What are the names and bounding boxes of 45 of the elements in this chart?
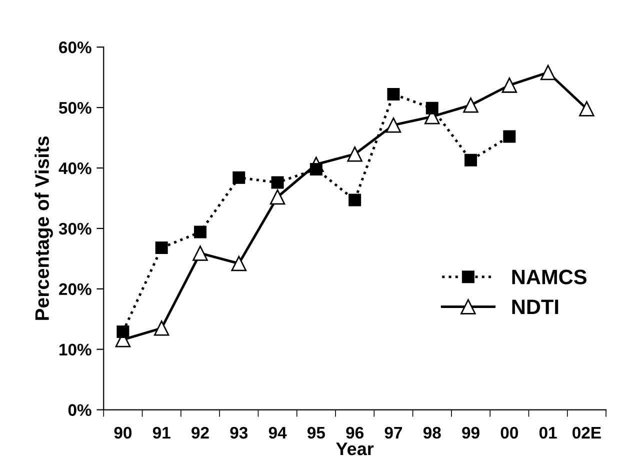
x-tick-label: 00 [500,426,518,439]
point [270,189,286,205]
legend-label: NAMCS [512,270,586,284]
point [116,326,130,338]
point [387,88,400,100]
x-tick-label: 95 [307,426,325,439]
x-tick-label: 92 [192,426,209,439]
x-tick-label: 91 [152,426,170,439]
x-tick-label: 01 [539,426,557,439]
point [426,102,438,114]
point [464,154,478,166]
x-tick-label: 94 [268,426,287,439]
point [194,226,206,238]
point [540,64,556,80]
point [503,130,516,143]
point [271,176,284,189]
y-tick-label: 50% [58,102,92,114]
y-tick-label: 0% [68,404,92,416]
point [386,117,402,133]
x-tick-label: 93 [230,426,248,439]
x-tick-label: 02E [572,426,601,439]
y-axis-title: Percentage of Visits [34,136,53,320]
point [232,171,246,184]
x-tick-label: 96 [346,426,364,439]
x-tick-label: 97 [384,426,402,439]
y-tick-label: 10% [60,344,92,356]
x-tick-label: 99 [462,426,480,439]
y-tick-label: 20% [59,283,92,296]
x-axis-title: Year [336,442,374,456]
y-tick-label: 40% [58,162,92,174]
y-tick-label: 30% [58,222,92,235]
y-tick-label: 60% [59,42,92,54]
point [347,146,362,162]
x-tick-label: 98 [423,426,441,439]
point [502,78,518,93]
point [155,242,168,254]
x-tick-label: 90 [114,426,132,439]
point [231,256,247,272]
point [579,101,594,116]
legend-label: NDTI [512,300,558,314]
point [154,320,170,336]
point [310,162,322,176]
point [192,246,208,261]
point [348,194,362,206]
point [463,97,478,113]
